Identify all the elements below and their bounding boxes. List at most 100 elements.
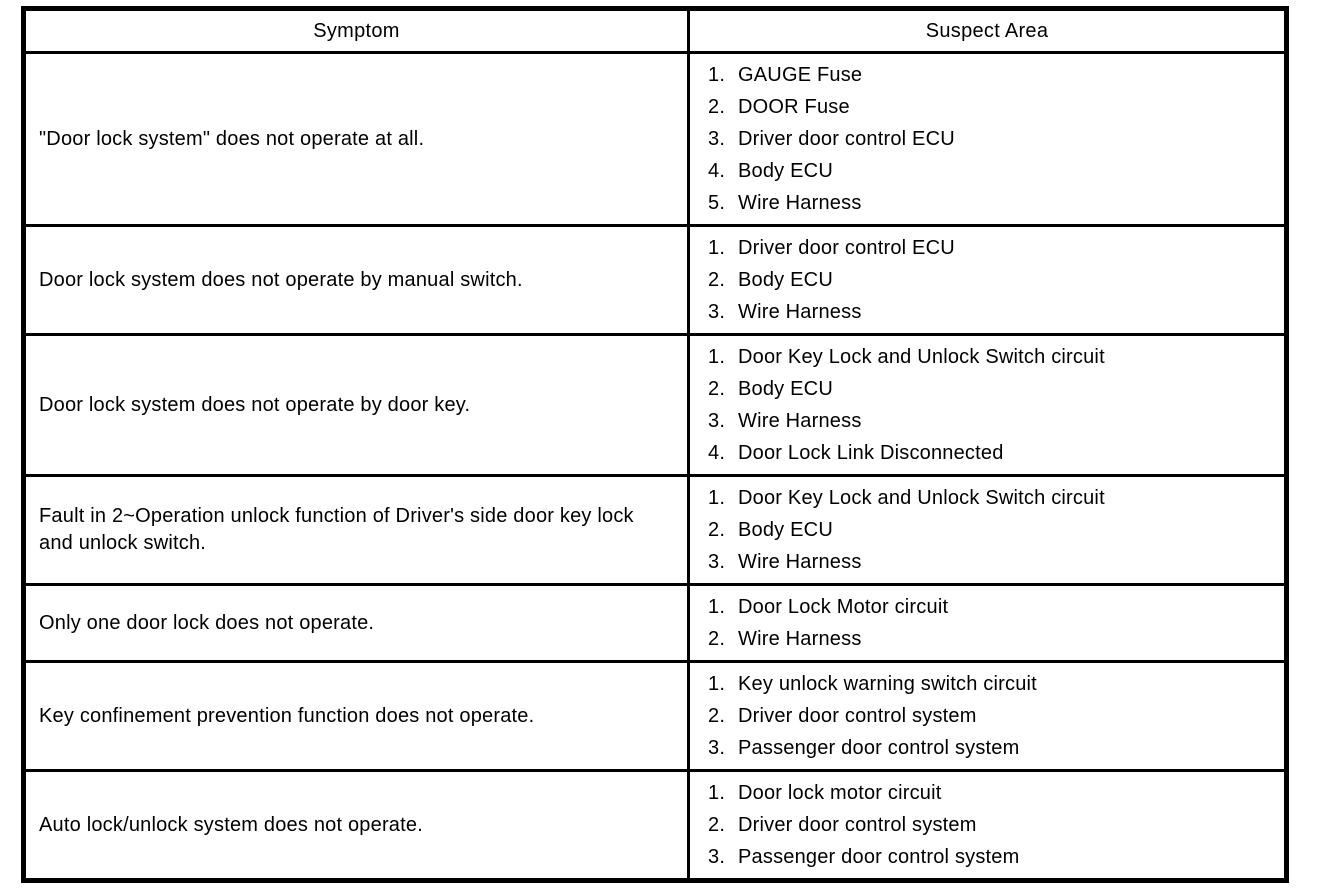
suspect-list: 1. GAUGE Fuse 2. DOOR Fuse 3. Driver door con… (696, 59, 1278, 219)
suspect-item: 3. Passenger door control system (708, 841, 1278, 873)
symptom-cell: Only one door lock does not operate. (22, 583, 690, 663)
suspect-item-number: 1. (708, 487, 726, 509)
suspect-area-cell: 1. Driver door control ECU 2. Body ECU 3. Wir… (687, 224, 1288, 336)
suspect-item-label: Door lock motor circuit (738, 782, 942, 804)
suspect-item: 2. Body ECU (708, 373, 1278, 405)
suspect-item: 1. Door Key Lock and Unlock Switch circui… (708, 341, 1278, 373)
suspect-item-label: Wire Harness (738, 192, 862, 214)
suspect-area-cell: 1. Key unlock warning switch circuit 2. Dri… (687, 660, 1288, 772)
suspect-item-label: Passenger door control system (738, 846, 1020, 868)
suspect-list: 1. Door Key Lock and Unlock Switch circui… (696, 341, 1278, 469)
suspect-item: 1. Driver door control ECU (708, 232, 1278, 264)
suspect-area-cell: 1. Door lock motor circuit 2. Driver door c… (687, 769, 1288, 882)
suspect-item-number: 1. (708, 673, 726, 695)
table-row: Door lock system does not operate by doo… (22, 333, 1288, 477)
symptom-cell: Door lock system does not operate by man… (22, 224, 690, 336)
suspect-item-label: Wire Harness (738, 410, 862, 432)
suspect-item-label: Door Key Lock and Unlock Switch circuit (738, 346, 1105, 368)
suspect-item-number: 4. (708, 160, 726, 182)
suspect-list: 1. Door Lock Motor circuit 2. Wire Harness (696, 591, 1278, 655)
suspect-item: 1. Door Lock Motor circuit (708, 591, 1278, 623)
table-row: "Door lock system" does not operate at a… (22, 51, 1288, 227)
column-header-suspect-area: Suspect Area (687, 7, 1288, 54)
suspect-item: 4. Body ECU (708, 155, 1278, 187)
suspect-item-number: 1. (708, 782, 726, 804)
suspect-item-number: 3. (708, 301, 726, 323)
suspect-item-label: GAUGE Fuse (738, 64, 863, 86)
suspect-item-number: 3. (708, 551, 726, 573)
suspect-item-number: 3. (708, 846, 726, 868)
suspect-item-number: 1. (708, 237, 726, 259)
document-page: Symptom Suspect Area "Door lock system" … (21, 6, 1289, 883)
suspect-item-label: Body ECU (738, 519, 833, 541)
suspect-item-label: Driver door control ECU (738, 237, 955, 259)
suspect-list: 1. Door lock motor circuit 2. Driver door c… (696, 777, 1278, 873)
suspect-item-number: 2. (708, 705, 726, 727)
suspect-item-label: Body ECU (738, 160, 833, 182)
suspect-item: 2. Driver door control system (708, 809, 1278, 841)
suspect-item-number: 5. (708, 192, 726, 214)
suspect-item-label: Driver door control system (738, 705, 977, 727)
suspect-item-label: Body ECU (738, 269, 833, 291)
suspect-item: 3. Wire Harness (708, 405, 1278, 437)
suspect-area-cell: 1. GAUGE Fuse 2. DOOR Fuse 3. Driver door con… (687, 51, 1288, 227)
suspect-item-label: Wire Harness (738, 551, 862, 573)
suspect-item-number: 2. (708, 628, 726, 650)
suspect-item-number: 1. (708, 346, 726, 368)
suspect-item-label: Wire Harness (738, 301, 862, 323)
table-row: Auto lock/unlock system does not operate… (22, 769, 1288, 882)
suspect-item-number: 1. (708, 64, 726, 86)
suspect-item: 3. Wire Harness (708, 546, 1278, 578)
suspect-item-number: 2. (708, 814, 726, 836)
suspect-item: 1. GAUGE Fuse (708, 59, 1278, 91)
suspect-item-number: 2. (708, 96, 726, 118)
suspect-item-number: 4. (708, 442, 726, 464)
suspect-item: 2. DOOR Fuse (708, 91, 1278, 123)
suspect-list: 1. Driver door control ECU 2. Body ECU 3. Wir… (696, 232, 1278, 328)
suspect-item: 3. Driver door control ECU (708, 123, 1278, 155)
symptom-cell: Door lock system does not operate by doo… (22, 333, 690, 477)
suspect-item-label: Body ECU (738, 378, 833, 400)
suspect-item: 3. Wire Harness (708, 296, 1278, 328)
table-row: Fault in 2~Operation unlock function of … (22, 474, 1288, 586)
suspect-item: 1. Key unlock warning switch circuit (708, 668, 1278, 700)
table-row: Only one door lock does not operate. 1. Do… (22, 583, 1288, 663)
suspect-item-number: 3. (708, 410, 726, 432)
suspect-item: 4. Door Lock Link Disconnected (708, 437, 1278, 469)
suspect-item-number: 1. (708, 596, 726, 618)
suspect-item-number: 2. (708, 519, 726, 541)
suspect-item-label: DOOR Fuse (738, 96, 850, 118)
symptom-cell: Auto lock/unlock system does not operate… (22, 769, 690, 882)
suspect-item-label: Driver door control ECU (738, 128, 955, 150)
suspect-list: 1. Key unlock warning switch circuit 2. Dri… (696, 668, 1278, 764)
suspect-area-cell: 1. Door Lock Motor circuit 2. Wire Harness (687, 583, 1288, 663)
symptom-cell: "Door lock system" does not operate at a… (22, 51, 690, 227)
table-row: Key confinement prevention function does… (22, 660, 1288, 772)
suspect-item: 1. Door Key Lock and Unlock Switch circui… (708, 482, 1278, 514)
column-header-symptom: Symptom (22, 7, 690, 54)
suspect-item-number: 2. (708, 378, 726, 400)
suspect-area-cell: 1. Door Key Lock and Unlock Switch circui… (687, 474, 1288, 586)
symptom-suspect-table: Symptom Suspect Area "Door lock system" … (21, 6, 1289, 883)
suspect-item-label: Passenger door control system (738, 737, 1020, 759)
suspect-item-number: 2. (708, 269, 726, 291)
suspect-item: 2. Driver door control system (708, 700, 1278, 732)
suspect-item: 1. Door lock motor circuit (708, 777, 1278, 809)
header-row: Symptom Suspect Area (22, 7, 1288, 54)
table-row: Door lock system does not operate by man… (22, 224, 1288, 336)
suspect-item-label: Door Lock Link Disconnected (738, 442, 1004, 464)
table-body: "Door lock system" does not operate at a… (22, 51, 1288, 882)
suspect-item: 2. Wire Harness (708, 623, 1278, 655)
suspect-item: 2. Body ECU (708, 264, 1278, 296)
suspect-item-number: 3. (708, 128, 726, 150)
suspect-area-cell: 1. Door Key Lock and Unlock Switch circui… (687, 333, 1288, 477)
suspect-item: 5. Wire Harness (708, 187, 1278, 219)
suspect-item: 3. Passenger door control system (708, 732, 1278, 764)
suspect-item: 2. Body ECU (708, 514, 1278, 546)
suspect-item-label: Wire Harness (738, 628, 862, 650)
suspect-item-label: Key unlock warning switch circuit (738, 673, 1037, 695)
symptom-cell: Key confinement prevention function does… (22, 660, 690, 772)
suspect-item-label: Door Lock Motor circuit (738, 596, 949, 618)
symptom-cell: Fault in 2~Operation unlock function of … (22, 474, 690, 586)
suspect-list: 1. Door Key Lock and Unlock Switch circui… (696, 482, 1278, 578)
